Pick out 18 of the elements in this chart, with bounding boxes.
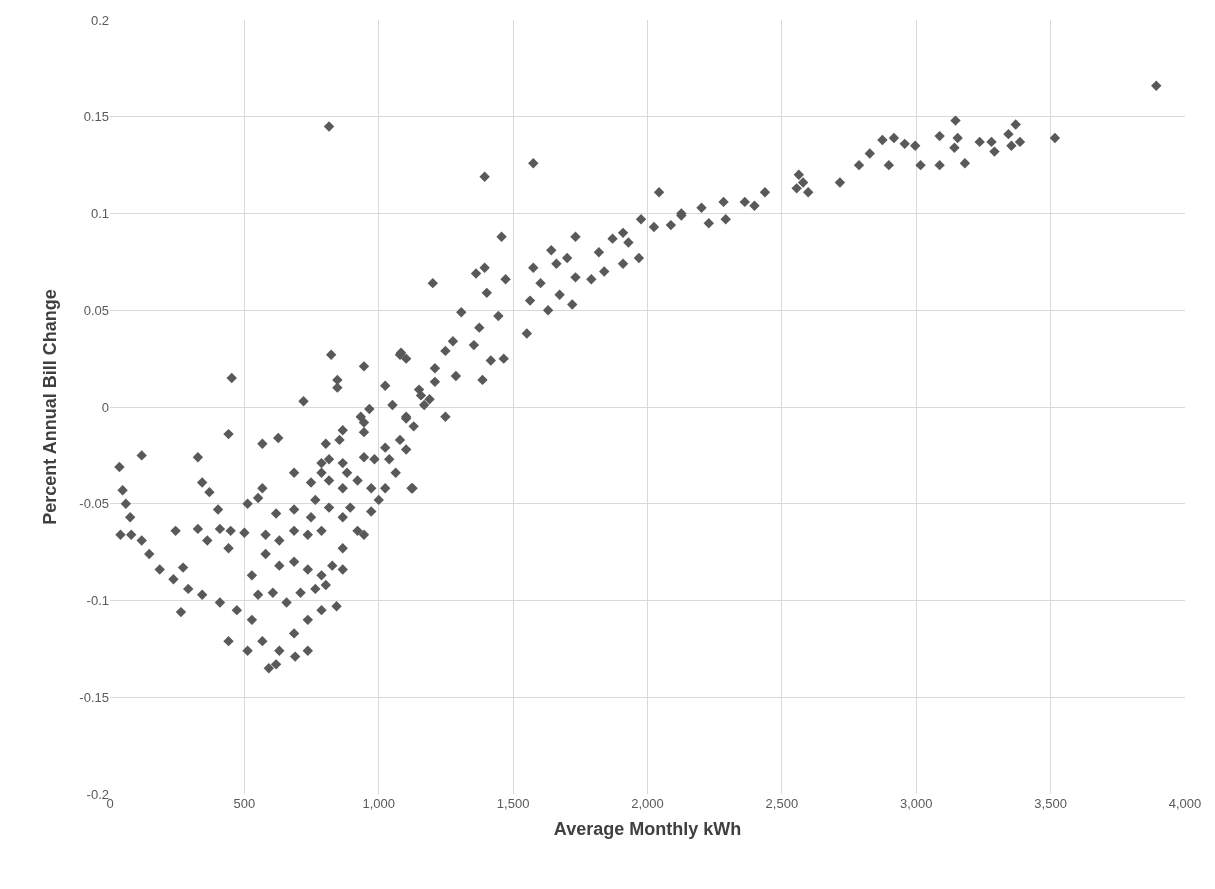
x-tick-label: 3,000 xyxy=(899,796,933,811)
y-tick-label: -0.1 xyxy=(86,593,109,609)
x-tick-label: 1,500 xyxy=(496,796,530,811)
y-tick-label: 0.1 xyxy=(90,206,109,222)
x-tick-label: 2,500 xyxy=(765,796,799,811)
x-tick-label: 4,000 xyxy=(1168,796,1202,811)
y-tick-label: 0.15 xyxy=(83,109,109,125)
y-axis-title: Percent Annual Bill Change xyxy=(39,289,60,525)
x-tick-label: 500 xyxy=(233,796,256,811)
x-axis-title: Average Monthly kWh xyxy=(553,819,742,840)
y-tick-label: 0 xyxy=(101,399,109,415)
y-tick-label: -0.15 xyxy=(79,689,109,705)
x-tick-label: 2,000 xyxy=(631,796,664,811)
x-tick-label: 3,500 xyxy=(1034,796,1067,811)
x-tick-label: 1,000 xyxy=(362,796,396,811)
y-tick-label: 0.2 xyxy=(90,12,109,28)
y-tick-label: 0.05 xyxy=(83,302,109,318)
y-tick-label: -0.05 xyxy=(79,496,109,512)
